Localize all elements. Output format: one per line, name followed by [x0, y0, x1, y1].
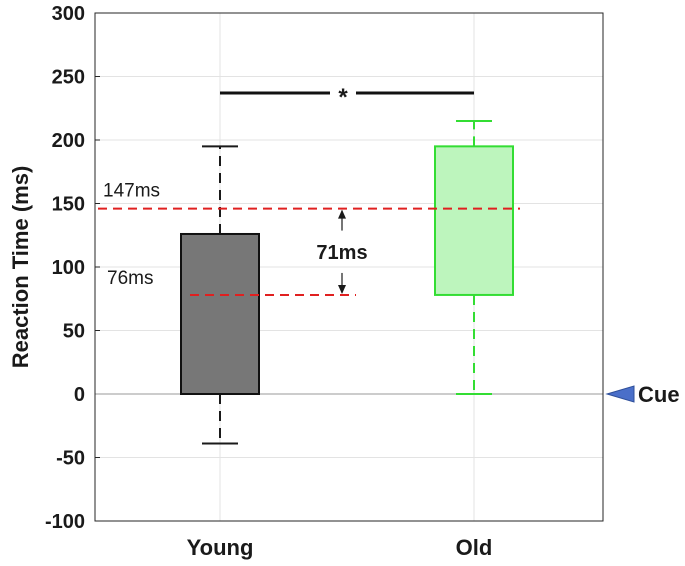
y-tick-label: 150	[52, 194, 85, 216]
diff-arrowhead-bottom	[338, 284, 346, 294]
reference-label-bottom: 76ms	[107, 268, 153, 289]
box-iqr	[180, 232, 260, 395]
y-tick-label: 200	[52, 130, 85, 152]
plot-frame	[94, 12, 604, 522]
x-tick-label: Young	[187, 535, 254, 560]
y-tick-label: 100	[52, 257, 85, 279]
annotations: 147ms 76ms 71ms *	[98, 84, 520, 296]
y-axis-label: Reaction Time (ms)	[8, 166, 33, 369]
y-tick-label: -100	[45, 511, 85, 533]
y-axis-ticks: -100 -50 0 50 100 150 200 250 300	[45, 3, 85, 533]
box-old	[434, 119, 514, 395]
cue-marker: Cue	[605, 382, 680, 407]
significance-star: *	[338, 84, 348, 111]
x-axis-ticks: Young Old	[187, 535, 493, 560]
box-young	[180, 145, 260, 445]
cue-triangle-icon	[605, 385, 635, 403]
y-tick-label: 250	[52, 67, 85, 89]
box-iqr	[434, 145, 514, 296]
diff-label: 71ms	[316, 242, 367, 264]
y-tick-label: -50	[56, 448, 85, 470]
y-tick-label: 0	[74, 384, 85, 406]
y-tick-label: 50	[63, 321, 85, 343]
x-tick-label: Old	[456, 535, 493, 560]
reference-label-top: 147ms	[103, 181, 160, 202]
y-tick-label: 300	[52, 3, 85, 25]
box-marks	[180, 119, 514, 445]
diff-arrowhead-top	[338, 209, 346, 219]
cue-label: Cue	[638, 382, 680, 407]
